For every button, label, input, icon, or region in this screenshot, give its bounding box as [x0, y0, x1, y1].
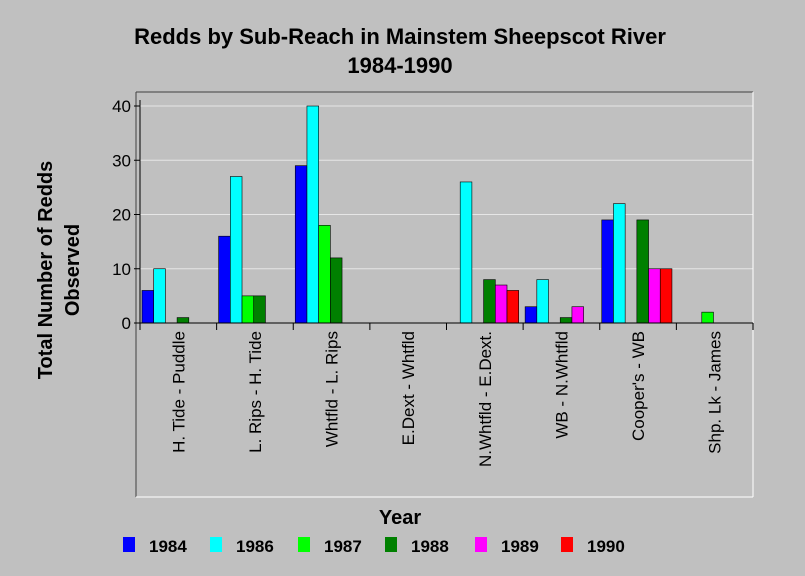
x-category-label: Cooper's - WB: [629, 331, 648, 441]
legend-label: 1989: [501, 537, 539, 556]
legend: 1984 1986 1987 1988 1989 1990: [123, 537, 625, 556]
bar: [524, 306, 538, 324]
y-tick-label: 20: [112, 206, 131, 225]
bar: [141, 290, 154, 324]
bar: [176, 317, 190, 324]
x-category-label: Whtfld - L. Rips: [323, 331, 342, 447]
chart-subtitle: 1984-1990: [347, 53, 452, 78]
legend-label: 1988: [411, 537, 449, 556]
legend-swatch: [475, 537, 487, 552]
bar: [153, 268, 166, 324]
legend-swatch: [385, 537, 397, 552]
bar: [659, 268, 673, 324]
category-labels: H. Tide - Puddle L. Rips - H. Tide Whtfld …: [169, 331, 724, 467]
bar: [559, 317, 573, 324]
legend-swatch: [561, 537, 573, 552]
x-category-label: L. Rips - H. Tide: [246, 331, 265, 453]
bar: [218, 235, 231, 324]
y-tick-label: 30: [112, 151, 131, 170]
axes: [134, 91, 754, 498]
bar: [648, 268, 661, 324]
bar: [571, 306, 584, 324]
bars: [141, 105, 714, 324]
legend-label: 1986: [236, 537, 274, 556]
x-category-label: E.Dext - Whtfld: [399, 331, 418, 445]
legend-swatch: [298, 537, 310, 552]
x-category-label: Shp. Lk - James: [706, 331, 725, 454]
y-axis-title-line1: Total Number of Redds: [35, 161, 57, 380]
bar: [230, 176, 243, 324]
x-axis-title: Year: [379, 507, 421, 529]
y-tick-label: 10: [112, 260, 131, 279]
y-tick-label: 40: [112, 97, 131, 116]
bar: [318, 225, 331, 324]
bar: [613, 203, 626, 324]
x-category-label: WB - N.Whtfld: [552, 331, 571, 439]
x-category-label: N.Whtfld - E.Dext.: [476, 331, 495, 467]
bar: [701, 311, 714, 324]
bar: [253, 295, 266, 324]
legend-swatch: [123, 537, 135, 552]
y-axis-title-line2: Observed: [62, 224, 84, 316]
chart-title: Redds by Sub-Reach in Mainstem Sheepscot…: [134, 24, 666, 49]
bar: [306, 105, 319, 324]
bar: [636, 219, 649, 324]
y-tick-labels: 0 10 20 30 40: [112, 97, 131, 333]
bar: [601, 219, 614, 324]
legend-label: 1987: [324, 537, 362, 556]
bar: [241, 295, 255, 324]
legend-swatch: [210, 537, 222, 552]
bar: [494, 284, 508, 324]
bar: [294, 165, 308, 324]
bar: [459, 181, 473, 324]
bar: [536, 279, 549, 324]
y-tick-label: 0: [122, 314, 131, 333]
legend-label: 1990: [587, 537, 625, 556]
bar: [330, 257, 343, 324]
bar: [483, 279, 496, 324]
x-category-label: H. Tide - Puddle: [169, 331, 188, 453]
legend-label: 1984: [149, 537, 187, 556]
bar: [506, 290, 519, 324]
